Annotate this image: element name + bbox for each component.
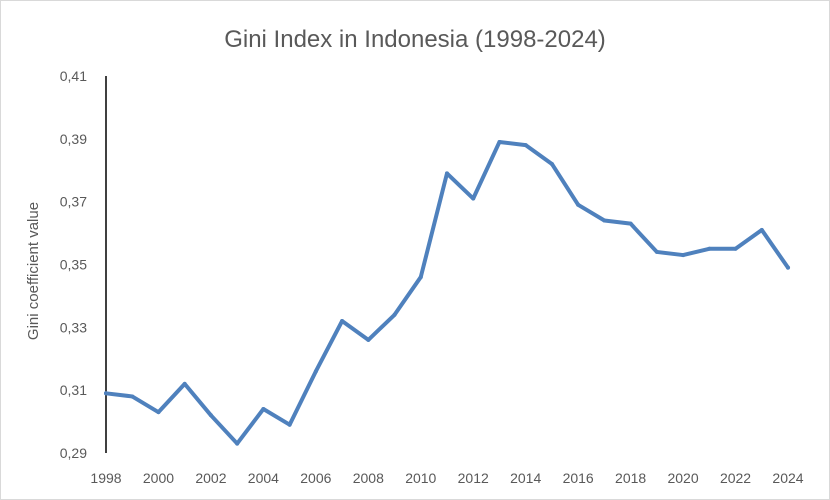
data-point: [654, 249, 659, 254]
x-tick-label: 1998: [90, 470, 121, 486]
x-tick-label: 2012: [458, 470, 489, 486]
data-point: [287, 422, 292, 427]
data-points: [104, 139, 790, 446]
x-tick-label: 2020: [667, 470, 698, 486]
chart-title: Gini Index in Indonesia (1998-2024): [224, 26, 606, 53]
data-point: [602, 218, 607, 223]
data-point: [523, 143, 528, 148]
x-tick-label: 2000: [143, 470, 174, 486]
y-tick-label: 0,31: [60, 382, 87, 398]
x-tick-label: 2010: [405, 470, 436, 486]
y-tick-label: 0,33: [60, 319, 87, 335]
x-tick-label: 2024: [772, 470, 803, 486]
data-point: [313, 369, 318, 374]
y-axis-title: Gini coefficient value: [25, 202, 42, 340]
x-tick-label: 2004: [248, 470, 279, 486]
x-tick-label: 2002: [195, 470, 226, 486]
data-point: [418, 275, 423, 280]
x-tick-label: 2022: [720, 470, 751, 486]
y-tick-label: 0,35: [60, 257, 87, 273]
y-tick-label: 0,37: [60, 194, 87, 210]
data-point: [261, 407, 266, 412]
gini-series-line: [104, 139, 790, 446]
data-point: [208, 413, 213, 418]
data-point: [549, 161, 554, 166]
y-tick-label: 0,41: [60, 68, 87, 84]
data-point: [445, 171, 449, 176]
x-tick-label: 2018: [615, 470, 646, 486]
data-point: [786, 265, 790, 270]
y-tick-label: 0,29: [60, 445, 87, 461]
data-point: [628, 221, 633, 226]
data-point: [392, 312, 397, 317]
x-tick-label: 2006: [300, 470, 331, 486]
x-tick-label: 2014: [510, 470, 541, 486]
data-point: [497, 139, 502, 144]
data-point: [576, 202, 581, 207]
data-point: [681, 253, 686, 258]
data-point: [156, 410, 161, 415]
y-tick-label: 0,39: [60, 131, 87, 147]
y-axis-ticks: 0,29 0,31 0,33 0,35 0,37 0,39 0,41: [60, 68, 87, 461]
data-point: [104, 391, 108, 396]
data-point: [733, 246, 738, 251]
data-point: [366, 337, 371, 342]
data-point: [235, 441, 240, 446]
data-point: [182, 381, 187, 386]
data-point: [471, 196, 476, 201]
x-axis-ticks: 1998 2000 2002 2004 2006 2008 2010 2012 2014 2016…: [90, 470, 803, 486]
data-point: [759, 227, 764, 232]
x-tick-label: 2016: [563, 470, 594, 486]
data-point: [130, 394, 135, 399]
data-point: [707, 246, 712, 251]
x-tick-label: 2008: [353, 470, 384, 486]
data-point: [340, 319, 345, 324]
